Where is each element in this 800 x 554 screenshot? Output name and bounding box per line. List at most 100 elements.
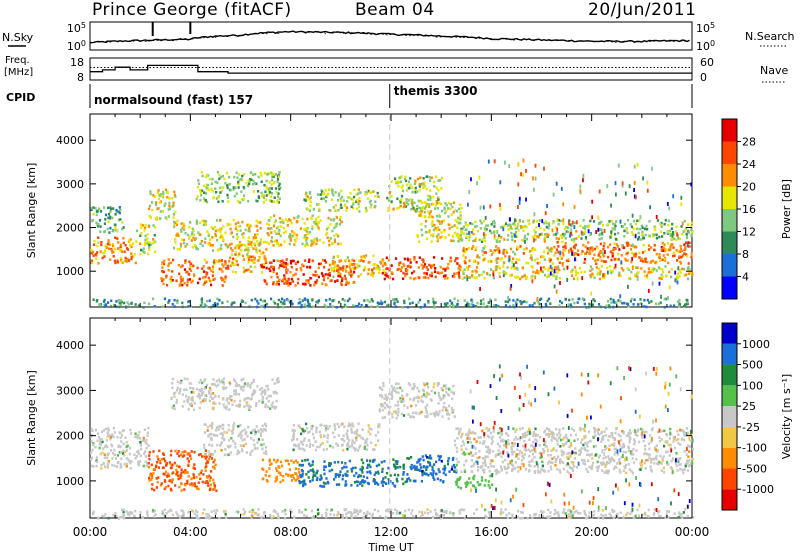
power-cell <box>613 228 617 231</box>
velocity-cell <box>444 384 447 387</box>
power-colorbar-swatch <box>722 209 737 232</box>
velocity-cell <box>396 413 400 417</box>
velocity-cell <box>445 387 448 390</box>
velocity-cell <box>425 468 428 472</box>
power-cell <box>299 227 302 230</box>
power-cell <box>600 264 603 268</box>
velocity-cell <box>408 457 411 460</box>
power-cell <box>236 229 239 232</box>
power-cell <box>591 272 594 276</box>
power-cell <box>591 249 594 252</box>
velocity-cell <box>211 422 214 425</box>
power-cell <box>314 274 317 277</box>
power-cell <box>612 222 615 226</box>
velocity-cell <box>430 389 433 393</box>
power-cell <box>661 275 664 278</box>
power-cell <box>690 228 693 231</box>
velocity-cell <box>426 393 429 396</box>
power-cell <box>477 262 480 265</box>
power-cell <box>141 249 144 252</box>
power-cell <box>238 173 241 176</box>
power-cell <box>625 252 628 256</box>
velocity-cell <box>534 427 537 431</box>
power-cell <box>253 242 256 245</box>
power-cell <box>420 182 423 186</box>
power-cell <box>459 268 462 272</box>
power-cell <box>226 222 229 226</box>
power-cell <box>669 245 672 249</box>
power-cell <box>111 229 114 233</box>
velocity-cell <box>111 433 114 436</box>
power-cell <box>684 273 687 277</box>
velocity-cell <box>428 392 431 396</box>
velocity-cell <box>153 488 156 492</box>
power-cell <box>614 181 617 186</box>
power-cell <box>684 228 687 232</box>
velocity-cell <box>253 443 256 446</box>
power-cell <box>418 256 421 259</box>
power-cell <box>480 221 483 225</box>
power-colorbar-ticklabel: 20 <box>742 181 756 194</box>
power-cell <box>203 258 206 262</box>
power-cell <box>201 219 204 223</box>
velocity-cell <box>333 461 336 464</box>
power-cell <box>350 205 353 209</box>
velocity-cell <box>279 473 282 477</box>
velocity-cell <box>142 438 145 442</box>
power-cell <box>109 207 113 211</box>
power-cell <box>164 202 167 205</box>
power-cell <box>281 297 284 301</box>
power-cell <box>130 257 133 261</box>
power-cell <box>348 271 351 275</box>
power-cell <box>404 274 407 278</box>
power-cell <box>615 192 617 197</box>
velocity-cell <box>199 378 202 382</box>
power-cell <box>448 304 451 308</box>
velocity-cell <box>389 479 392 483</box>
velocity-cell <box>309 469 312 472</box>
velocity-cell <box>198 381 201 384</box>
velocity-cell <box>314 440 317 444</box>
power-cell <box>413 182 417 185</box>
power-cell <box>536 261 539 265</box>
power-cell <box>411 190 414 194</box>
velocity-cell <box>399 399 402 402</box>
power-cell <box>610 271 613 275</box>
nave-ytick-right: 60 <box>700 56 714 69</box>
velocity-cell <box>343 439 346 443</box>
power-cell <box>305 239 308 242</box>
velocity-cell <box>127 458 130 461</box>
power-ytick-label: 3000 <box>56 178 84 191</box>
power-cell <box>246 246 249 250</box>
power-cell <box>275 239 278 242</box>
velocity-cell <box>579 450 582 454</box>
power-cell <box>466 224 469 227</box>
velocity-cell <box>301 474 304 478</box>
velocity-cell <box>324 482 327 485</box>
velocity-cell <box>197 481 200 484</box>
velocity-cell <box>274 390 277 394</box>
power-cell <box>627 284 629 289</box>
power-cell <box>306 298 309 302</box>
power-cell <box>183 281 186 285</box>
velocity-cell <box>204 481 207 484</box>
cpid-segment-label: normalsound (fast) 157 <box>94 93 253 107</box>
power-cell <box>552 220 555 223</box>
power-cell <box>353 270 356 274</box>
power-cell <box>533 238 535 243</box>
power-cell <box>117 247 120 250</box>
power-cell <box>290 277 294 281</box>
power-cell <box>529 256 532 260</box>
velocity-cell <box>267 394 270 398</box>
power-cell <box>600 220 603 224</box>
power-cell <box>210 269 213 273</box>
power-cell <box>158 201 162 205</box>
power-cell <box>426 268 429 272</box>
velocity-cell <box>260 387 263 390</box>
velocity-cell <box>253 447 256 450</box>
velocity-cell <box>107 452 110 455</box>
velocity-cell <box>139 440 142 444</box>
power-cell <box>479 219 482 222</box>
power-cell <box>181 279 184 282</box>
velocity-cell <box>265 397 268 400</box>
